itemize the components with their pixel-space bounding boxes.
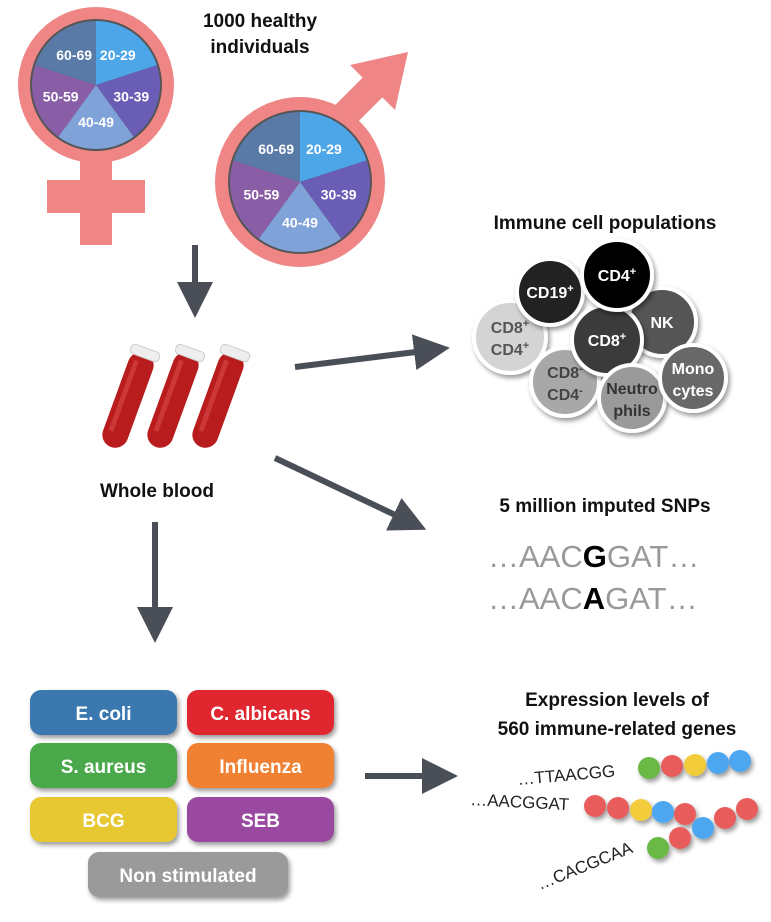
- expression-bead: [584, 795, 606, 817]
- arrow-to-snps: [273, 455, 427, 531]
- immune-title: Immune cell populations: [494, 213, 717, 234]
- expression-bead: [661, 755, 683, 777]
- snp-title: 5 million imputed SNPs: [499, 496, 710, 517]
- stimulus-button: Non stimulated: [88, 852, 288, 897]
- expression-bead: [669, 827, 691, 849]
- female-symbol: 20-29 30-39 40-49 50-59 60-69: [18, 7, 174, 245]
- expression-bead: [684, 754, 706, 776]
- pie-slice: [35, 21, 96, 85]
- stimulus-button: Influenza: [187, 743, 334, 788]
- expression-sequences: …TTAACGG …AACGGAT …CACGCAA: [470, 750, 758, 894]
- blood-tube-icon: [102, 343, 161, 448]
- pie-slice: [300, 160, 370, 239]
- age-group-label: 20-29: [306, 141, 342, 157]
- cell-label: Mono: [672, 361, 715, 378]
- expression-bead: [607, 797, 629, 819]
- pie-slice: [96, 65, 161, 137]
- cell-label: CD8+: [491, 318, 529, 337]
- blood-tubes: [102, 343, 251, 448]
- stimulus-label: Influenza: [219, 757, 302, 778]
- immune-cell: NK: [626, 286, 698, 358]
- gene-sequence: …CACGCAA: [534, 838, 635, 894]
- pie-slice: [58, 85, 134, 149]
- cell-label: cytes: [673, 383, 714, 400]
- gene-sequence: …AACGGAT: [470, 790, 570, 814]
- cell-label: CD4+: [491, 340, 529, 359]
- immune-cell: CD4+: [580, 238, 654, 312]
- age-group-label: 40-49: [78, 114, 114, 130]
- pie-slice: [96, 21, 157, 85]
- population-title-line2: individuals: [210, 37, 309, 58]
- snp-sequence-row: …AACGGAT…: [488, 539, 699, 574]
- expression-bead: [736, 798, 758, 820]
- expression-bead: [707, 752, 729, 774]
- cell-label: Neutro: [606, 381, 658, 398]
- stimulus-label: SEB: [241, 811, 280, 832]
- age-group-label: 20-29: [100, 47, 136, 63]
- stimulus-label: BCG: [82, 811, 124, 832]
- stimulus-label: Non stimulated: [119, 866, 256, 887]
- snp-allele: A: [583, 581, 605, 616]
- age-group-label: 30-39: [321, 187, 357, 203]
- stimulus-button: SEB: [187, 797, 334, 842]
- expression-bead: [692, 817, 714, 839]
- blood-tube-icon: [192, 343, 251, 448]
- snp-sequences: …AACGGAT… …AACAGAT…: [488, 539, 699, 616]
- cell-label: CD19+: [526, 283, 573, 302]
- expression-bead: [729, 750, 751, 772]
- expression-title-line1: Expression levels of: [525, 690, 709, 711]
- immune-cell-cluster: CD8+ CD4+ CD8- CD4- CD19+ NK CD8+ CD4+ Neutro phi…: [472, 238, 728, 433]
- expression-title-line2: 560 immune-related genes: [498, 719, 737, 740]
- pie-slice: [258, 182, 342, 252]
- gene-sequence: …TTAACGG: [517, 762, 616, 789]
- cell-label: CD8-: [547, 363, 583, 382]
- expression-bead: [714, 807, 736, 829]
- arrow-to-cells: [294, 334, 450, 371]
- stimulus-label: C. albicans: [210, 704, 310, 725]
- pie-slice: [32, 65, 96, 137]
- stimulus-button: S. aureus: [30, 743, 177, 788]
- expression-bead: [647, 837, 669, 859]
- female-age-pie: 20-29 30-39 40-49 50-59 60-69: [30, 19, 162, 151]
- stimulus-label: S. aureus: [61, 757, 147, 778]
- flow-arrows: [137, 245, 458, 794]
- age-group-label: 60-69: [258, 141, 294, 157]
- age-group-label: 50-59: [243, 187, 279, 203]
- pie-slice: [230, 160, 300, 239]
- age-group-label: 30-39: [113, 88, 149, 104]
- cell-label: NK: [650, 315, 674, 332]
- whole-blood-label: Whole blood: [100, 481, 214, 502]
- age-group-label: 40-49: [282, 215, 318, 231]
- snp-sequence-row: …AACAGAT…: [488, 581, 698, 616]
- stimuli-grid: E. coli C. albicans S. aureus Influenza BCG S…: [30, 690, 334, 897]
- stimulus-button: C. albicans: [187, 690, 334, 735]
- cell-label: CD4+: [598, 266, 636, 285]
- stimulus-button: BCG: [30, 797, 177, 842]
- stimulus-button: E. coli: [30, 690, 177, 735]
- immune-cell: CD19+: [515, 257, 585, 327]
- expression-bead: [652, 801, 674, 823]
- expression-bead: [674, 803, 696, 825]
- blood-tube-icon: [147, 343, 206, 448]
- age-group-label: 50-59: [43, 88, 79, 104]
- cell-label: CD4-: [547, 385, 583, 404]
- pie-slice: [300, 112, 367, 182]
- snp-allele: G: [583, 539, 607, 574]
- immune-cell: Mono cytes: [658, 343, 728, 413]
- age-group-label: 60-69: [56, 47, 92, 63]
- expression-bead: [638, 757, 660, 779]
- population-title-line1: 1000 healthy: [203, 11, 317, 32]
- cell-label: CD8+: [588, 331, 626, 350]
- cell-label: phils: [613, 403, 650, 420]
- expression-bead: [630, 799, 652, 821]
- pie-slice: [233, 112, 300, 182]
- immune-cell: Neutro phils: [597, 363, 667, 433]
- stimulus-label: E. coli: [76, 704, 132, 725]
